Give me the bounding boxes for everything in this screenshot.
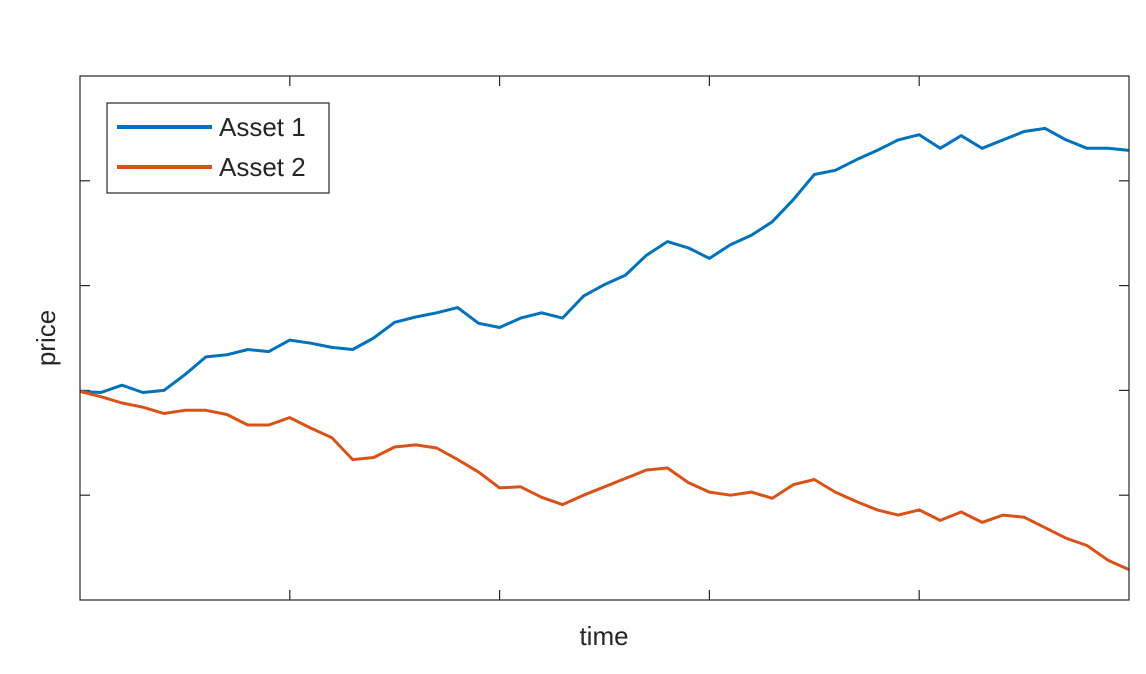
plot-frame — [79, 75, 1130, 601]
x-axis-label: time — [579, 621, 628, 651]
legend: Asset 1 Asset 2 — [106, 102, 330, 194]
legend-label: Asset 1 — [219, 112, 306, 142]
series-line — [79, 389, 1130, 571]
legend-box — [106, 102, 330, 194]
legend-label: Asset 2 — [219, 152, 306, 182]
y-axis-label: price — [31, 310, 61, 366]
series-line — [79, 126, 1130, 394]
